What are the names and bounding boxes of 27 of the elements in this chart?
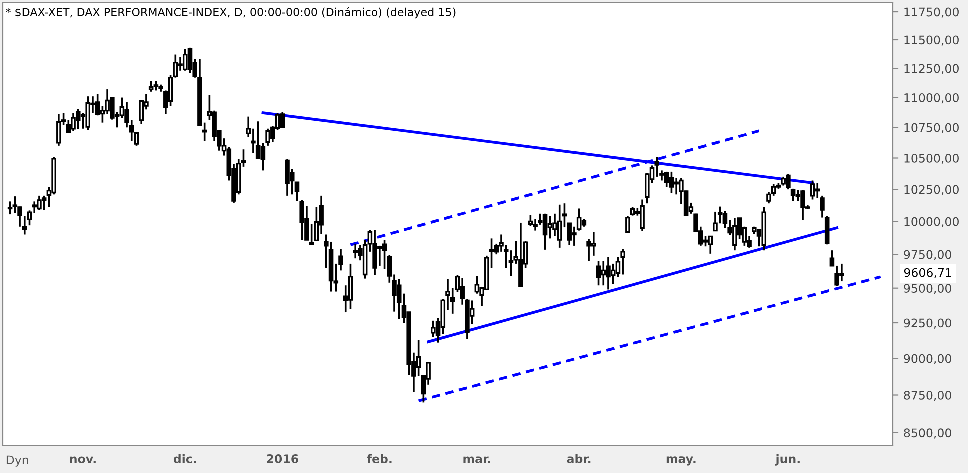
y-tick-label: 10500,00 — [904, 154, 959, 164]
x-tick-label: feb. — [367, 454, 392, 464]
y-tick-label: 9250,00 — [904, 318, 952, 329]
x-tick-label: may. — [666, 456, 696, 466]
y-tick-label: 11000,00 — [904, 94, 959, 104]
chart-title: * $DAX-XET, DAX PERFORMANCE-INDEX, D, 00:00-00:00 (Dinámico) (delayed 15) — [6, 7, 456, 19]
y-tick-label: 9000,00 — [904, 354, 952, 364]
y-tick-label: 10000,00 — [904, 217, 959, 228]
text: 9606,71 — [904, 268, 952, 278]
x-tick-label: 2016 — [267, 454, 298, 464]
y-tick-label: 8750,00 — [904, 390, 952, 402]
x-tick-label: nov. — [70, 456, 96, 464]
y-tick-label: 11750,00 — [904, 8, 959, 18]
y-tick-label: 11500,00 — [904, 36, 959, 46]
y-tick-label: 10250,00 — [904, 185, 959, 196]
candlestick — [626, 216, 630, 234]
y-tick-label: 8500,00 — [904, 428, 952, 439]
x-tick-label: dic. — [174, 454, 196, 464]
y-tick-label: 11250,00 — [904, 64, 959, 74]
candlestick — [8, 200, 13, 216]
y-tick-label: 9750,00 — [904, 250, 952, 260]
y-tick-label: 10750,00 — [904, 123, 959, 134]
x-tick-label: jun. — [775, 454, 800, 466]
text: Dyn — [6, 456, 28, 467]
y-tick-label: 9500,00 — [904, 284, 952, 294]
x-tick-label: mar. — [464, 456, 490, 464]
x-tick-label: abr. — [567, 454, 591, 464]
